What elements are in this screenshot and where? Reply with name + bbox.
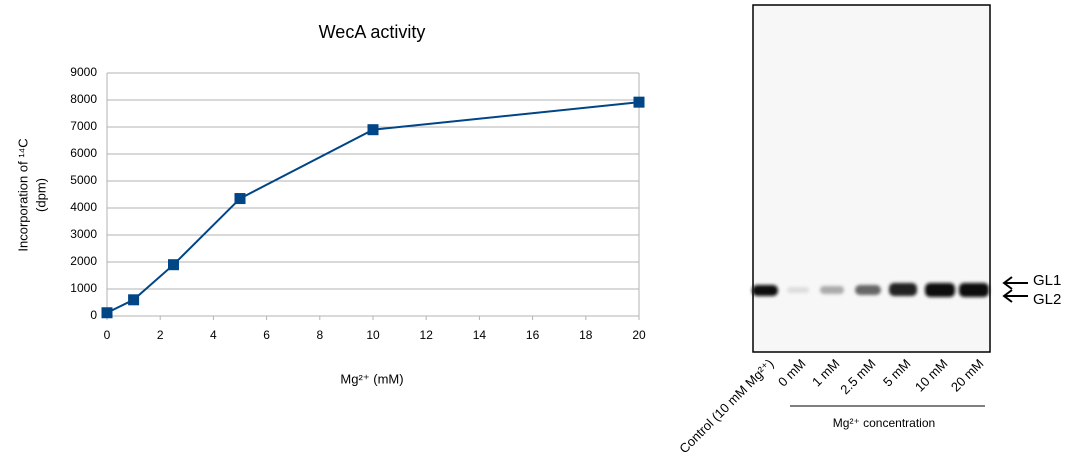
y-tick-label: 7000: [70, 119, 97, 133]
data-point: [368, 124, 379, 135]
x-tick-label: 12: [420, 328, 434, 342]
band-label: GL2: [1033, 291, 1061, 308]
band: [959, 283, 989, 297]
y-tick-label: 3000: [70, 227, 97, 241]
data-point: [235, 193, 246, 204]
data-point: [128, 294, 139, 305]
y-tick-label: 2000: [70, 254, 97, 268]
figure: WecA activity Mg²⁺ (mM) Incorporation of…: [0, 0, 1071, 467]
x-tick-label: 18: [579, 328, 593, 342]
x-tick-label: 4: [210, 328, 217, 342]
y-tick-label: 5000: [70, 173, 97, 187]
y-tick-label: 6000: [70, 146, 97, 160]
band: [787, 287, 809, 293]
band: [752, 285, 778, 296]
gel-image: [753, 5, 990, 352]
y-axis-label: Incorporation of ¹⁴C: [15, 138, 30, 251]
lane-label: 2.5 mM: [837, 356, 878, 397]
lane-label: 20 mM: [948, 356, 987, 395]
lane-label: 1 mM: [809, 356, 843, 390]
y-tick-label: 8000: [70, 92, 97, 106]
band: [889, 283, 917, 296]
data-point: [634, 97, 645, 108]
x-tick-label: 8: [316, 328, 323, 342]
x-tick-label: 20: [632, 328, 646, 342]
x-tick-label: 2: [157, 328, 164, 342]
arrows: [1004, 277, 1028, 302]
chart-title: WecA activity: [319, 22, 426, 42]
x-tick-label: 10: [366, 328, 380, 342]
lane-label: 0 mM: [775, 356, 809, 390]
lane-label: Control (10 mM Mg²⁺): [676, 356, 776, 456]
band: [820, 286, 844, 294]
x-tick-label: 0: [104, 328, 111, 342]
x-tick-label: 16: [526, 328, 540, 342]
x-tick-label: 14: [473, 328, 487, 342]
lane-label: 5 mM: [880, 356, 914, 390]
y-tick-label: 4000: [70, 200, 97, 214]
band: [925, 283, 955, 297]
y-axis-label: (dpm): [33, 178, 48, 212]
data-point: [102, 307, 113, 318]
y-tick-label: 0: [90, 308, 97, 322]
band-label: GL1: [1033, 272, 1061, 289]
data-point: [168, 259, 179, 270]
x-axis-label: Mg²⁺ (mM): [340, 371, 403, 386]
group-label: Mg²⁺ concentration: [833, 416, 935, 430]
y-tick-label: 9000: [70, 65, 97, 79]
band: [855, 285, 881, 295]
y-tick-label: 1000: [70, 281, 97, 295]
lane-label: 10 mM: [912, 356, 951, 395]
x-tick-label: 6: [263, 328, 270, 342]
